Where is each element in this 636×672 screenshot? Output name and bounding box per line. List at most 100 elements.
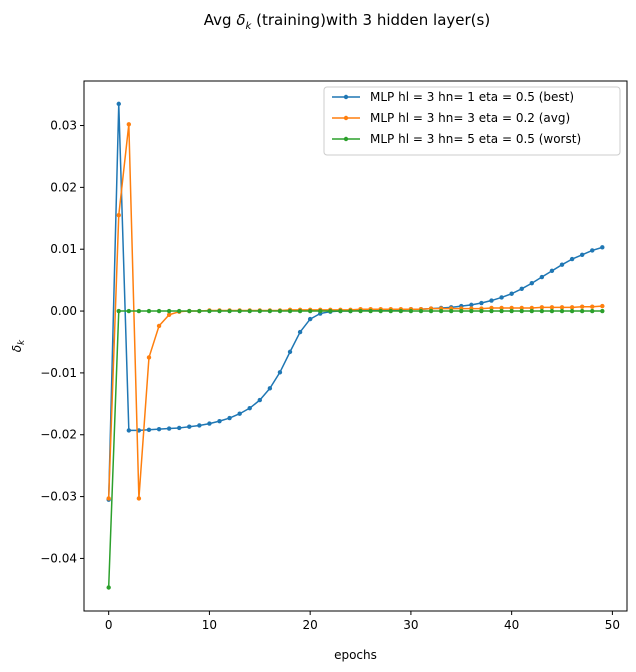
data-point	[156, 426, 162, 432]
data-point	[136, 496, 142, 501]
legend-box	[323, 86, 621, 156]
data-point	[126, 428, 132, 433]
data-point	[479, 308, 484, 314]
legend: MLP hl = 3 hn= 1 eta = 0.5 (best) MLP hl …	[323, 86, 621, 156]
data-point	[489, 308, 494, 314]
data-point	[116, 101, 121, 107]
data-point	[529, 308, 534, 314]
data-point	[166, 426, 172, 431]
legend-label: MLP hl = 3 hn= 3 eta = 0.2 (avg)	[370, 111, 570, 125]
data-point	[257, 308, 262, 314]
data-point	[348, 308, 353, 314]
data-point	[116, 308, 121, 314]
data-point	[116, 213, 121, 218]
x-tick-label: 20	[303, 618, 318, 632]
x-tick-label: 30	[403, 618, 418, 632]
y-tick-label: −0.03	[40, 490, 77, 504]
data-point	[559, 308, 565, 314]
data-point	[177, 308, 182, 314]
data-point	[237, 308, 242, 314]
y-tick-label: 0.00	[50, 304, 77, 318]
data-point	[590, 248, 595, 253]
data-point	[227, 308, 232, 314]
data-point	[489, 298, 494, 303]
data-point	[217, 308, 222, 314]
data-point	[318, 308, 323, 314]
data-point	[539, 305, 545, 310]
data-point	[549, 308, 555, 314]
data-point	[217, 418, 222, 424]
legend-label: MLP hl = 3 hn= 1 eta = 0.5 (best)	[370, 90, 574, 104]
legend-swatch-marker	[343, 115, 349, 121]
chart-title-prefix: Avg	[204, 11, 237, 29]
data-point	[297, 308, 303, 314]
data-point	[197, 423, 202, 428]
series-line-3	[107, 310, 603, 588]
data-point	[499, 295, 504, 300]
data-point	[388, 308, 393, 314]
data-point	[267, 308, 273, 314]
data-point	[287, 349, 293, 355]
x-tick-label: 10	[202, 618, 217, 632]
data-point	[408, 308, 414, 314]
y-tick-label: 0.01	[50, 242, 77, 256]
x-tick-label: 50	[605, 618, 620, 632]
data-point	[600, 245, 605, 250]
legend-label: MLP hl = 3 hn= 5 eta = 0.5 (worst)	[370, 132, 581, 146]
data-point	[106, 496, 111, 501]
data-point	[418, 308, 424, 314]
data-point	[156, 308, 162, 314]
data-point	[177, 425, 182, 431]
x-axis-ticks: 0 10 20 30 40 50	[105, 611, 620, 632]
data-point	[559, 262, 565, 267]
data-point	[509, 291, 514, 296]
data-point	[489, 305, 494, 311]
data-point	[438, 308, 444, 314]
data-point	[499, 308, 504, 314]
y-tick-label: −0.01	[40, 366, 77, 380]
y-tick-label: −0.04	[40, 551, 77, 565]
data-point	[549, 268, 555, 274]
data-point	[307, 308, 313, 314]
data-point	[539, 308, 545, 314]
data-point	[590, 308, 595, 314]
y-axis-label-subscript: k	[17, 339, 27, 345]
x-tick-label: 0	[105, 618, 113, 632]
data-point	[146, 355, 152, 360]
chart-title: Avg δk (training)with 3 hidden layer(s)	[204, 11, 490, 32]
data-point	[368, 308, 373, 314]
data-point	[237, 411, 242, 416]
data-point	[579, 304, 585, 309]
data-point	[398, 308, 404, 314]
y-axis-label-symbol: δ	[10, 345, 24, 352]
data-point	[579, 252, 585, 257]
data-point	[297, 329, 303, 335]
data-point	[559, 305, 565, 310]
data-point	[449, 308, 454, 314]
data-point	[247, 405, 252, 411]
data-point	[277, 308, 283, 314]
data-point	[338, 308, 343, 314]
data-point	[469, 302, 474, 308]
data-point	[519, 305, 524, 311]
y-tick-label: 0.03	[50, 119, 77, 133]
data-point	[539, 274, 545, 280]
data-point	[156, 323, 162, 329]
data-point	[358, 308, 363, 314]
data-point	[600, 308, 605, 314]
data-point	[307, 316, 313, 322]
data-point	[146, 308, 152, 314]
data-point	[197, 308, 202, 314]
data-point	[579, 308, 585, 314]
legend-swatch-marker	[343, 136, 349, 142]
data-point	[378, 308, 383, 314]
data-point	[569, 308, 575, 314]
data-point	[549, 305, 555, 310]
chart-title-symbol: δ	[236, 11, 245, 29]
data-point	[146, 427, 152, 432]
data-point	[247, 308, 252, 314]
x-axis-label: epochs	[334, 648, 377, 662]
data-point	[600, 303, 605, 309]
data-point	[207, 421, 212, 426]
